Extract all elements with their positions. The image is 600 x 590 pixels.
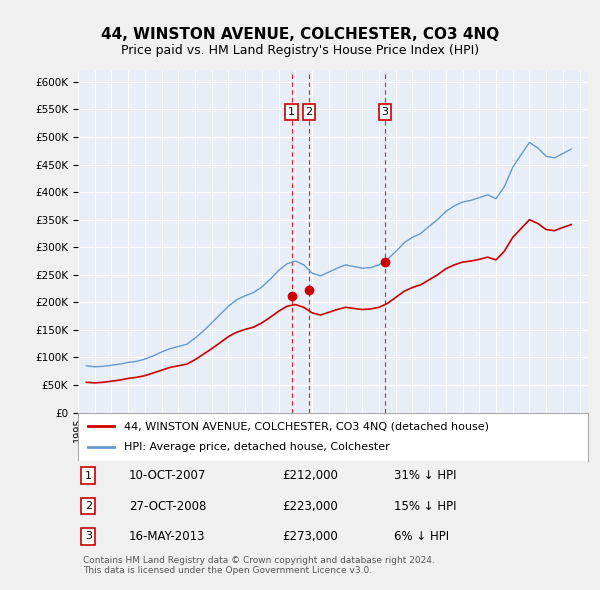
Text: 1: 1 [288,107,295,117]
Text: Contains HM Land Registry data © Crown copyright and database right 2024.
This d: Contains HM Land Registry data © Crown c… [83,556,435,575]
Text: 16-MAY-2013: 16-MAY-2013 [129,530,205,543]
Text: £223,000: £223,000 [282,500,338,513]
Text: £212,000: £212,000 [282,469,338,483]
Text: 2: 2 [305,107,313,117]
Text: 3: 3 [85,532,92,542]
Text: £273,000: £273,000 [282,530,338,543]
Text: Price paid vs. HM Land Registry's House Price Index (HPI): Price paid vs. HM Land Registry's House … [121,44,479,57]
Text: 2: 2 [85,501,92,511]
Text: 27-OCT-2008: 27-OCT-2008 [129,500,206,513]
Text: HPI: Average price, detached house, Colchester: HPI: Average price, detached house, Colc… [124,442,389,453]
Text: 31% ↓ HPI: 31% ↓ HPI [394,469,457,483]
Text: 10-OCT-2007: 10-OCT-2007 [129,469,206,483]
Text: 44, WINSTON AVENUE, COLCHESTER, CO3 4NQ (detached house): 44, WINSTON AVENUE, COLCHESTER, CO3 4NQ … [124,421,489,431]
Text: 44, WINSTON AVENUE, COLCHESTER, CO3 4NQ: 44, WINSTON AVENUE, COLCHESTER, CO3 4NQ [101,27,499,41]
Text: 3: 3 [382,107,389,117]
Text: 1: 1 [85,471,92,481]
Text: 15% ↓ HPI: 15% ↓ HPI [394,500,457,513]
Text: 6% ↓ HPI: 6% ↓ HPI [394,530,449,543]
